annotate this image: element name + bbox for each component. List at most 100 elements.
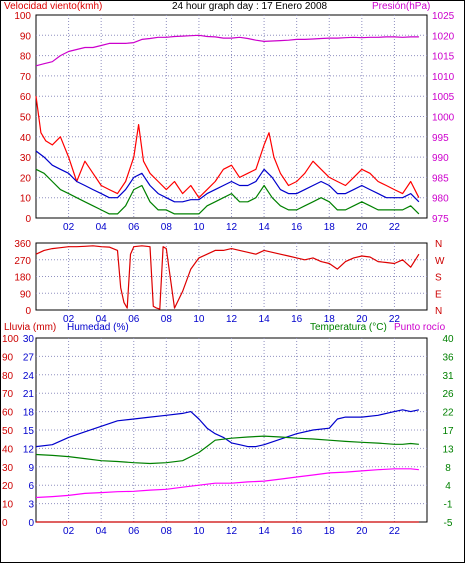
temperature-y-tick-label: -1 [444,500,453,511]
x-tick-label: 22 [389,314,401,325]
x-tick-label: 04 [96,222,108,233]
humidity-y-tick-label: 27 [23,352,35,363]
humidity-y-tick-label: 30 [23,334,35,345]
pressure-line [35,34,419,67]
compass-tick-label: S [435,273,442,284]
wind-low-line [35,168,420,215]
rain-y-tick-label: 30 [2,463,14,474]
temperature-y-tick-label: 26 [442,389,454,400]
x-tick-label: 06 [128,222,140,233]
x-tick-label: 18 [324,314,336,325]
x-tick-label: 14 [259,526,271,537]
direction-y-tick-label: 270 [14,256,31,267]
pressure-y-tick-label: 1000 [432,113,455,124]
x-tick-label: 14 [259,314,271,325]
humidity-y-tick-label: 9 [28,463,34,474]
dewpoint-line [35,468,419,499]
humidity-line [35,409,420,448]
rain-y-tick-label: 100 [2,334,19,345]
rain-y-tick-label: 10 [2,500,14,511]
pressure-y-tick-label: 975 [432,214,449,225]
temperature-line [35,435,419,465]
pressure-y-tick-label: 990 [432,153,449,164]
temperature-y-tick-label: 8 [445,463,451,474]
compass-tick-label: E [435,289,442,300]
x-tick-label: 06 [128,526,140,537]
direction-y-tick-label: 0 [25,306,31,317]
wind-gust-line [35,96,420,199]
x-tick-label: 04 [96,526,108,537]
x-tick-label: 08 [161,526,173,537]
humidity-y-tick-label: 12 [23,444,35,455]
wind-avg-line [35,150,420,203]
humidity-y-tick-label: 21 [23,389,35,400]
pressure-y-tick-label: 1010 [432,72,455,83]
rain-y-tick-label: 50 [2,426,14,437]
x-tick-label: 12 [226,526,238,537]
temperature-y-tick-label: 13 [442,444,454,455]
temperature-y-tick-label: 4 [445,481,451,492]
rain-y-tick-label: 40 [2,444,14,455]
wind-y-tick-label: 100 [14,11,31,22]
rain-y-tick-label: 80 [2,371,14,382]
wind-y-tick-label: 50 [20,113,32,124]
humidity-y-tick-label: 24 [23,371,35,382]
wind-y-tick-label: 40 [20,133,32,144]
x-tick-label: 20 [356,526,368,537]
temperature-y-tick-label: 36 [442,352,454,363]
x-tick-label: 20 [356,222,368,233]
chart-title: 24 hour graph day : 17 Enero 2008 [172,1,328,12]
pressure-y-tick-label: 980 [432,194,449,205]
temperature-y-tick-label: 40 [442,334,454,345]
temperature-y-tick-label: -5 [444,518,453,529]
temperature-axis-label: Temperatura (°C) [310,322,387,333]
x-tick-label: 08 [161,314,173,325]
pressure-y-tick-label: 1015 [432,52,455,63]
compass-tick-label: N [435,306,442,317]
x-tick-label: 22 [389,222,401,233]
x-tick-label: 02 [63,526,75,537]
pressure-y-tick-label: 1020 [432,31,455,42]
temperature-y-tick-label: 22 [442,408,454,419]
x-tick-label: 14 [259,222,271,233]
wind-direction-line [35,245,420,310]
humidity-axis-label: Humedad (%) [67,322,129,333]
wind-y-tick-label: 20 [20,173,32,184]
wind-y-tick-label: 90 [20,31,32,42]
temperature-y-tick-label: 31 [442,371,454,382]
x-tick-label: 10 [193,222,205,233]
direction-y-tick-label: 90 [20,289,32,300]
rain-y-tick-label: 20 [2,481,14,492]
rain-y-tick-label: 70 [2,389,14,400]
direction-y-tick-label: 180 [14,273,31,284]
humidity-y-tick-label: 0 [28,518,34,529]
x-tick-label: 18 [324,526,336,537]
wind-y-tick-label: 0 [25,214,31,225]
wind-y-tick-label: 80 [20,52,32,63]
x-tick-label: 04 [96,314,108,325]
wind-y-tick-label: 70 [20,72,32,83]
x-tick-label: 02 [63,222,75,233]
rain-y-tick-label: 60 [2,408,14,419]
x-tick-label: 06 [128,314,140,325]
wind-y-tick-label: 10 [20,194,32,205]
x-tick-label: 16 [291,314,303,325]
rain-y-tick-label: 90 [2,352,14,363]
humidity-y-tick-label: 15 [23,426,35,437]
humidity-y-tick-label: 3 [28,500,34,511]
humidity-y-tick-label: 6 [28,481,34,492]
wind-axis-label: Velocidad viento(kmh) [4,1,103,12]
rain-axis-label: Lluvia (mm) [4,322,57,333]
x-tick-label: 08 [161,222,173,233]
rain-y-tick-label: 0 [2,518,8,529]
x-tick-label: 12 [226,222,238,233]
temperature-y-tick-label: 17 [442,426,454,437]
pressure-y-tick-label: 995 [432,133,449,144]
x-tick-label: 20 [356,314,368,325]
pressure-y-tick-label: 1025 [432,11,455,22]
compass-tick-label: N [435,239,442,250]
wind-y-tick-label: 60 [20,92,32,103]
x-tick-label: 02 [63,314,75,325]
x-tick-label: 10 [193,314,205,325]
